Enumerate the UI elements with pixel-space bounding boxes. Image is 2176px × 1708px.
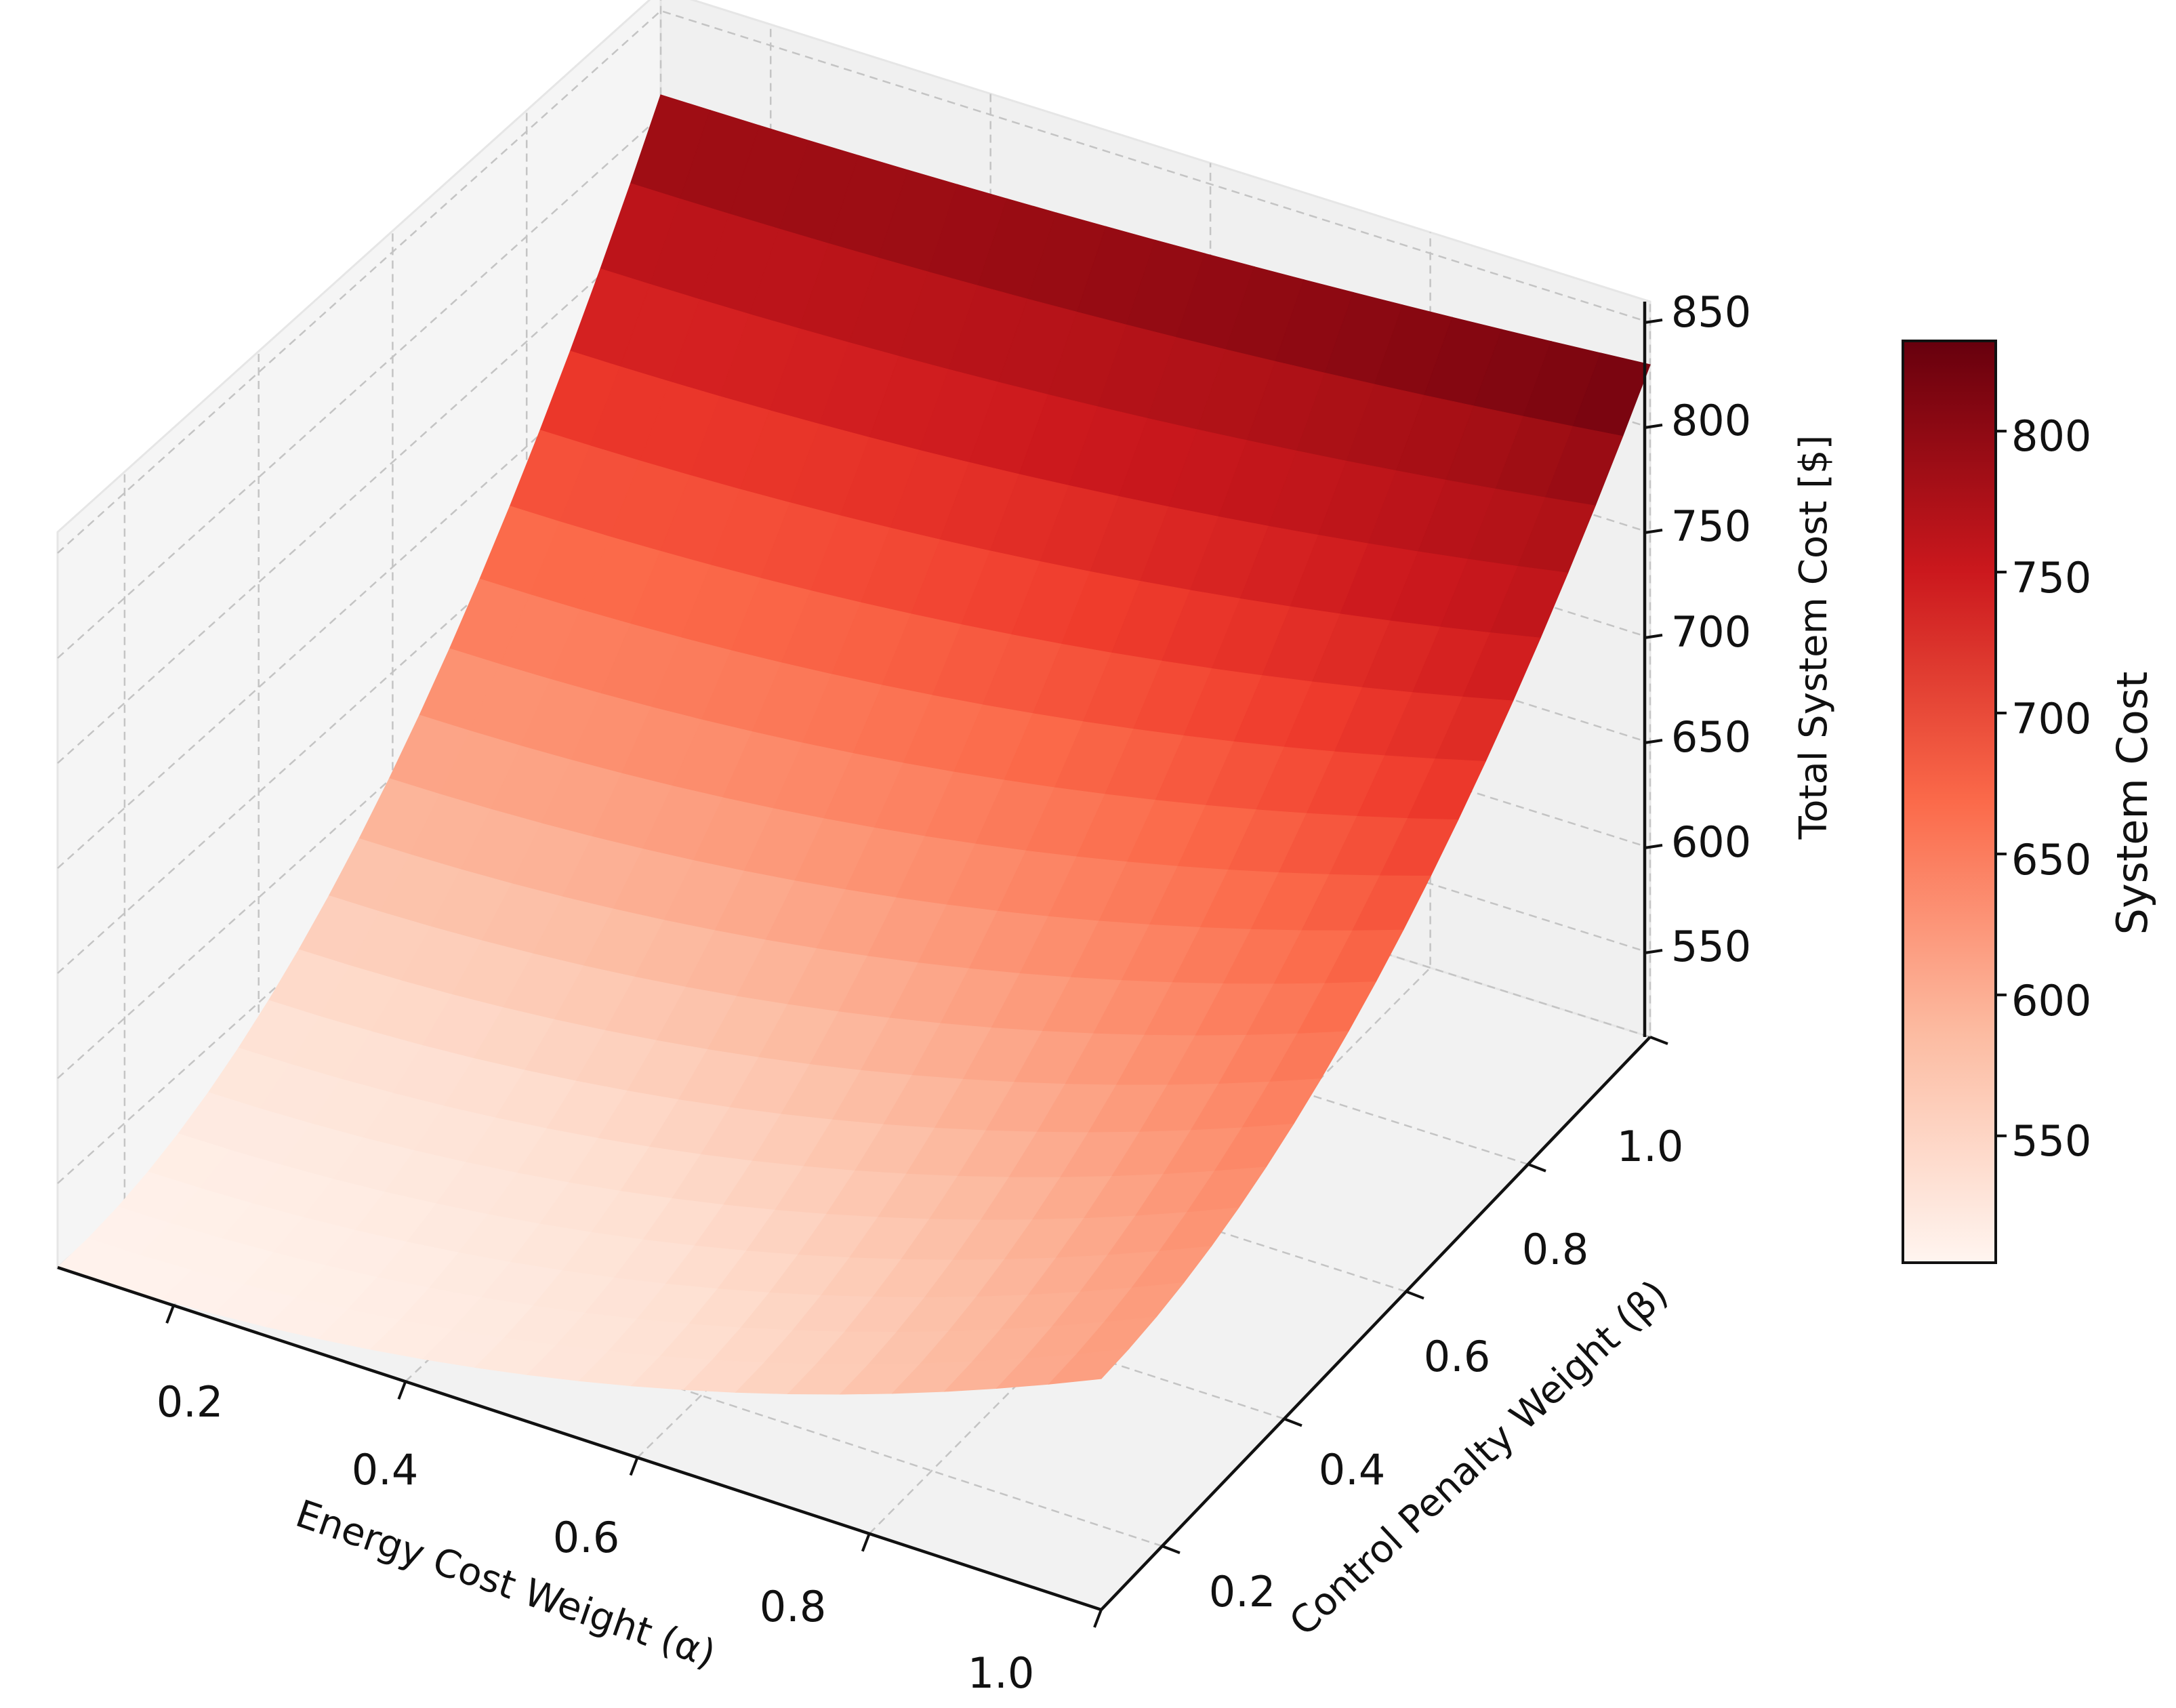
- x-axis-title: Energy Cost Weight (α): [290, 1492, 720, 1677]
- y-tick: [1162, 1545, 1181, 1554]
- z-tick: [1644, 949, 1663, 954]
- x-tick-label: 0.2: [157, 1377, 224, 1427]
- surface-patch: [1048, 1348, 1130, 1385]
- z-tick: [1644, 319, 1663, 324]
- y-axis-line: [1100, 1036, 1651, 1611]
- y-tick-label: 0.8: [1522, 1225, 1589, 1274]
- y-tick: [1527, 1162, 1546, 1173]
- z-tick-labels: 550 600 650 700 750 800 850: [1671, 287, 1751, 971]
- x-axis-line: [57, 1265, 1102, 1612]
- z-tick: [1644, 529, 1663, 534]
- z-tick: [1644, 634, 1663, 639]
- y-tick: [1405, 1290, 1424, 1300]
- x-tick: [397, 1381, 407, 1400]
- x-tick-labels: 0.2 0.4 0.6 0.8 1.0: [157, 1377, 1035, 1698]
- colorbar-tick-labels: 550 600 650 700 750 800: [2011, 411, 2091, 1166]
- colorbar-tick-label: 550: [2011, 1116, 2091, 1166]
- z-tick-label: 750: [1671, 502, 1751, 551]
- x-tick: [629, 1457, 639, 1476]
- z-tick: [1644, 844, 1663, 849]
- z-tick-label: 800: [1671, 396, 1751, 445]
- y-tick-label: 0.2: [1209, 1567, 1276, 1616]
- z-tick-label: 650: [1671, 712, 1751, 762]
- x-tick-label: 0.8: [760, 1582, 827, 1631]
- z-tick-label: 550: [1671, 922, 1751, 971]
- colorbar-tick-label: 700: [2011, 694, 2091, 744]
- y-tick-labels: 0.2 0.4 0.6 0.8 1.0: [1209, 1122, 1684, 1616]
- y-tick: [1284, 1417, 1302, 1427]
- x-tick-label: 0.4: [352, 1445, 419, 1494]
- colorbar: [1902, 340, 1997, 1264]
- x-tick: [165, 1305, 175, 1324]
- y-tick-label: 1.0: [1617, 1122, 1684, 1171]
- x-tick-label: 0.6: [553, 1513, 620, 1562]
- colorbar-tick-label: 750: [2011, 553, 2091, 603]
- colorbar-ticks: [1996, 430, 2007, 1137]
- z-tick-label: 600: [1671, 817, 1751, 867]
- z-axis-title: Total System Cost [$]: [1792, 435, 1836, 840]
- z-tick: [1644, 739, 1663, 744]
- surface-plot: [56, 94, 1651, 1395]
- z-tick-label: 850: [1671, 287, 1751, 337]
- axes: [57, 302, 1668, 1628]
- x-tick: [861, 1533, 871, 1552]
- x-tick: [1093, 1609, 1103, 1628]
- colorbar-tick-label: 600: [2011, 976, 2091, 1025]
- y-tick-label: 0.4: [1319, 1445, 1386, 1494]
- x-tick-label: 1.0: [968, 1648, 1035, 1698]
- colorbar-title: System Cost: [2108, 672, 2157, 935]
- y-tick-label: 0.6: [1424, 1332, 1491, 1381]
- colorbar-tick-label: 800: [2011, 411, 2091, 461]
- y-tick: [1649, 1036, 1668, 1045]
- colorbar-tick-label: 650: [2011, 835, 2091, 884]
- z-tick-label: 700: [1671, 607, 1751, 657]
- z-tick: [1644, 424, 1663, 429]
